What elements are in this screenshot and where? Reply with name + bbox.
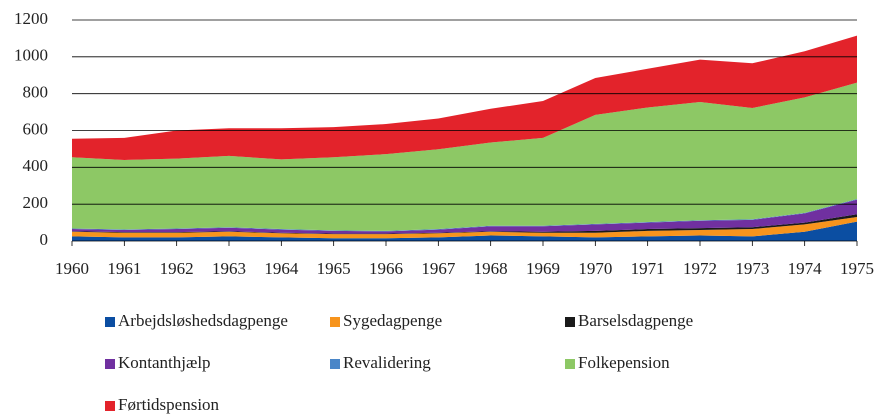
x-tick-label: 1961 xyxy=(107,259,141,278)
area xyxy=(72,35,857,160)
x-tick-label: 1969 xyxy=(526,259,560,278)
y-tick-label: 600 xyxy=(23,119,49,138)
area xyxy=(72,217,857,239)
x-tick-label: 1967 xyxy=(421,259,456,278)
legend-swatch xyxy=(105,317,115,327)
legend-swatch xyxy=(330,317,340,327)
y-tick-label: 200 xyxy=(23,193,49,212)
legend-label: Sygedagpenge xyxy=(343,311,442,330)
x-tick-label: 1960 xyxy=(55,259,89,278)
legend-label: Folkepension xyxy=(578,353,670,372)
legend-label: Kontanthjælp xyxy=(118,353,211,372)
y-tick-label: 400 xyxy=(23,156,49,175)
x-tick-label: 1963 xyxy=(212,259,246,278)
y-tick-label: 0 xyxy=(40,230,49,249)
x-tick-label: 1973 xyxy=(735,259,769,278)
x-tick-label: 1974 xyxy=(788,259,823,278)
legend-label: Barselsdagpenge xyxy=(578,311,693,330)
legend-swatch xyxy=(105,401,115,411)
legend-label: Førtidspension xyxy=(118,395,220,414)
y-tick-label: 800 xyxy=(23,83,49,102)
y-tick-label: 1000 xyxy=(14,46,48,65)
y-tick-label: 1200 xyxy=(14,9,48,28)
legend-swatch xyxy=(565,359,575,369)
x-tick-label: 1964 xyxy=(264,259,299,278)
x-tick-label: 1971 xyxy=(631,259,665,278)
legend-swatch xyxy=(565,317,575,327)
area xyxy=(72,199,857,234)
legend-label: Revalidering xyxy=(343,353,431,372)
x-tick-label: 1972 xyxy=(683,259,717,278)
x-tick-label: 1962 xyxy=(160,259,194,278)
legend-swatch xyxy=(105,359,115,369)
area xyxy=(72,82,857,231)
area xyxy=(72,221,857,241)
legend-swatch xyxy=(330,359,340,369)
x-tick-label: 1966 xyxy=(369,259,403,278)
x-tick-label: 1970 xyxy=(578,259,612,278)
x-tick-label: 1968 xyxy=(474,259,508,278)
x-tick-label: 1965 xyxy=(317,259,351,278)
area xyxy=(72,214,857,235)
x-tick-label: 1975 xyxy=(840,259,874,278)
legend-label: Arbejdsløshedsdagpenge xyxy=(118,311,288,330)
